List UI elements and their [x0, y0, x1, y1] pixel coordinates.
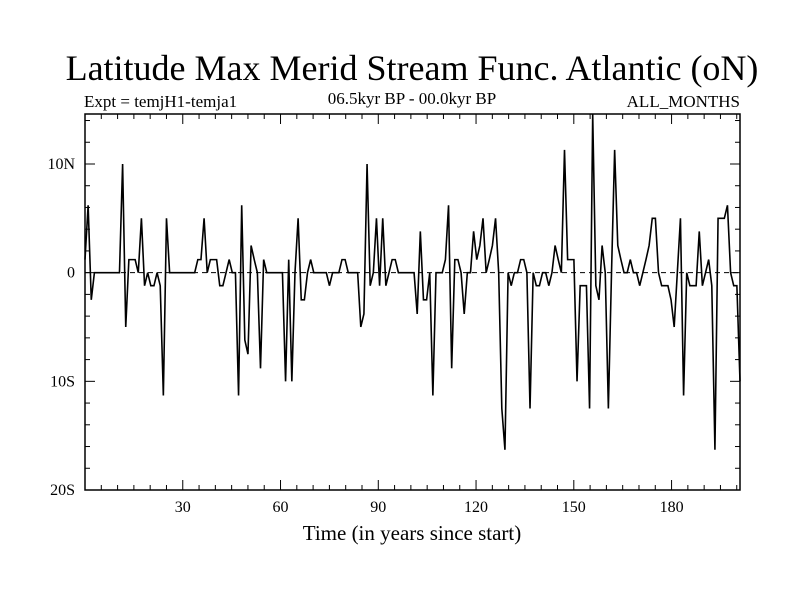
y-tick-label: 10S: [50, 373, 75, 390]
x-tick-label: 60: [273, 499, 289, 516]
axis-tick-labels: 30 60 90 120 150 180 10N 0 10S 20S: [47, 156, 683, 516]
y-tick-label: 10N: [47, 156, 75, 173]
x-tick-label: 120: [464, 499, 488, 516]
x-tick-label: 150: [562, 499, 586, 516]
axis-ticks: [85, 114, 740, 491]
series-line: [84, 113, 741, 450]
chart-title: Latitude Max Merid Stream Func. Atlantic…: [66, 48, 759, 88]
time-range-label: 06.5kyr BP - 00.0kyr BP: [328, 89, 496, 108]
x-axis-label: Time (in years since start): [303, 521, 522, 545]
x-tick-label: 180: [660, 499, 684, 516]
y-tick-label: 20S: [50, 482, 75, 499]
y-tick-label: 0: [67, 265, 75, 282]
x-tick-label: 30: [175, 499, 191, 516]
plot-frame: [84, 113, 741, 491]
x-tick-label: 90: [370, 499, 386, 516]
months-label: ALL_MONTHS: [627, 92, 740, 111]
experiment-label: Expt = temjH1-temja1: [84, 92, 237, 111]
